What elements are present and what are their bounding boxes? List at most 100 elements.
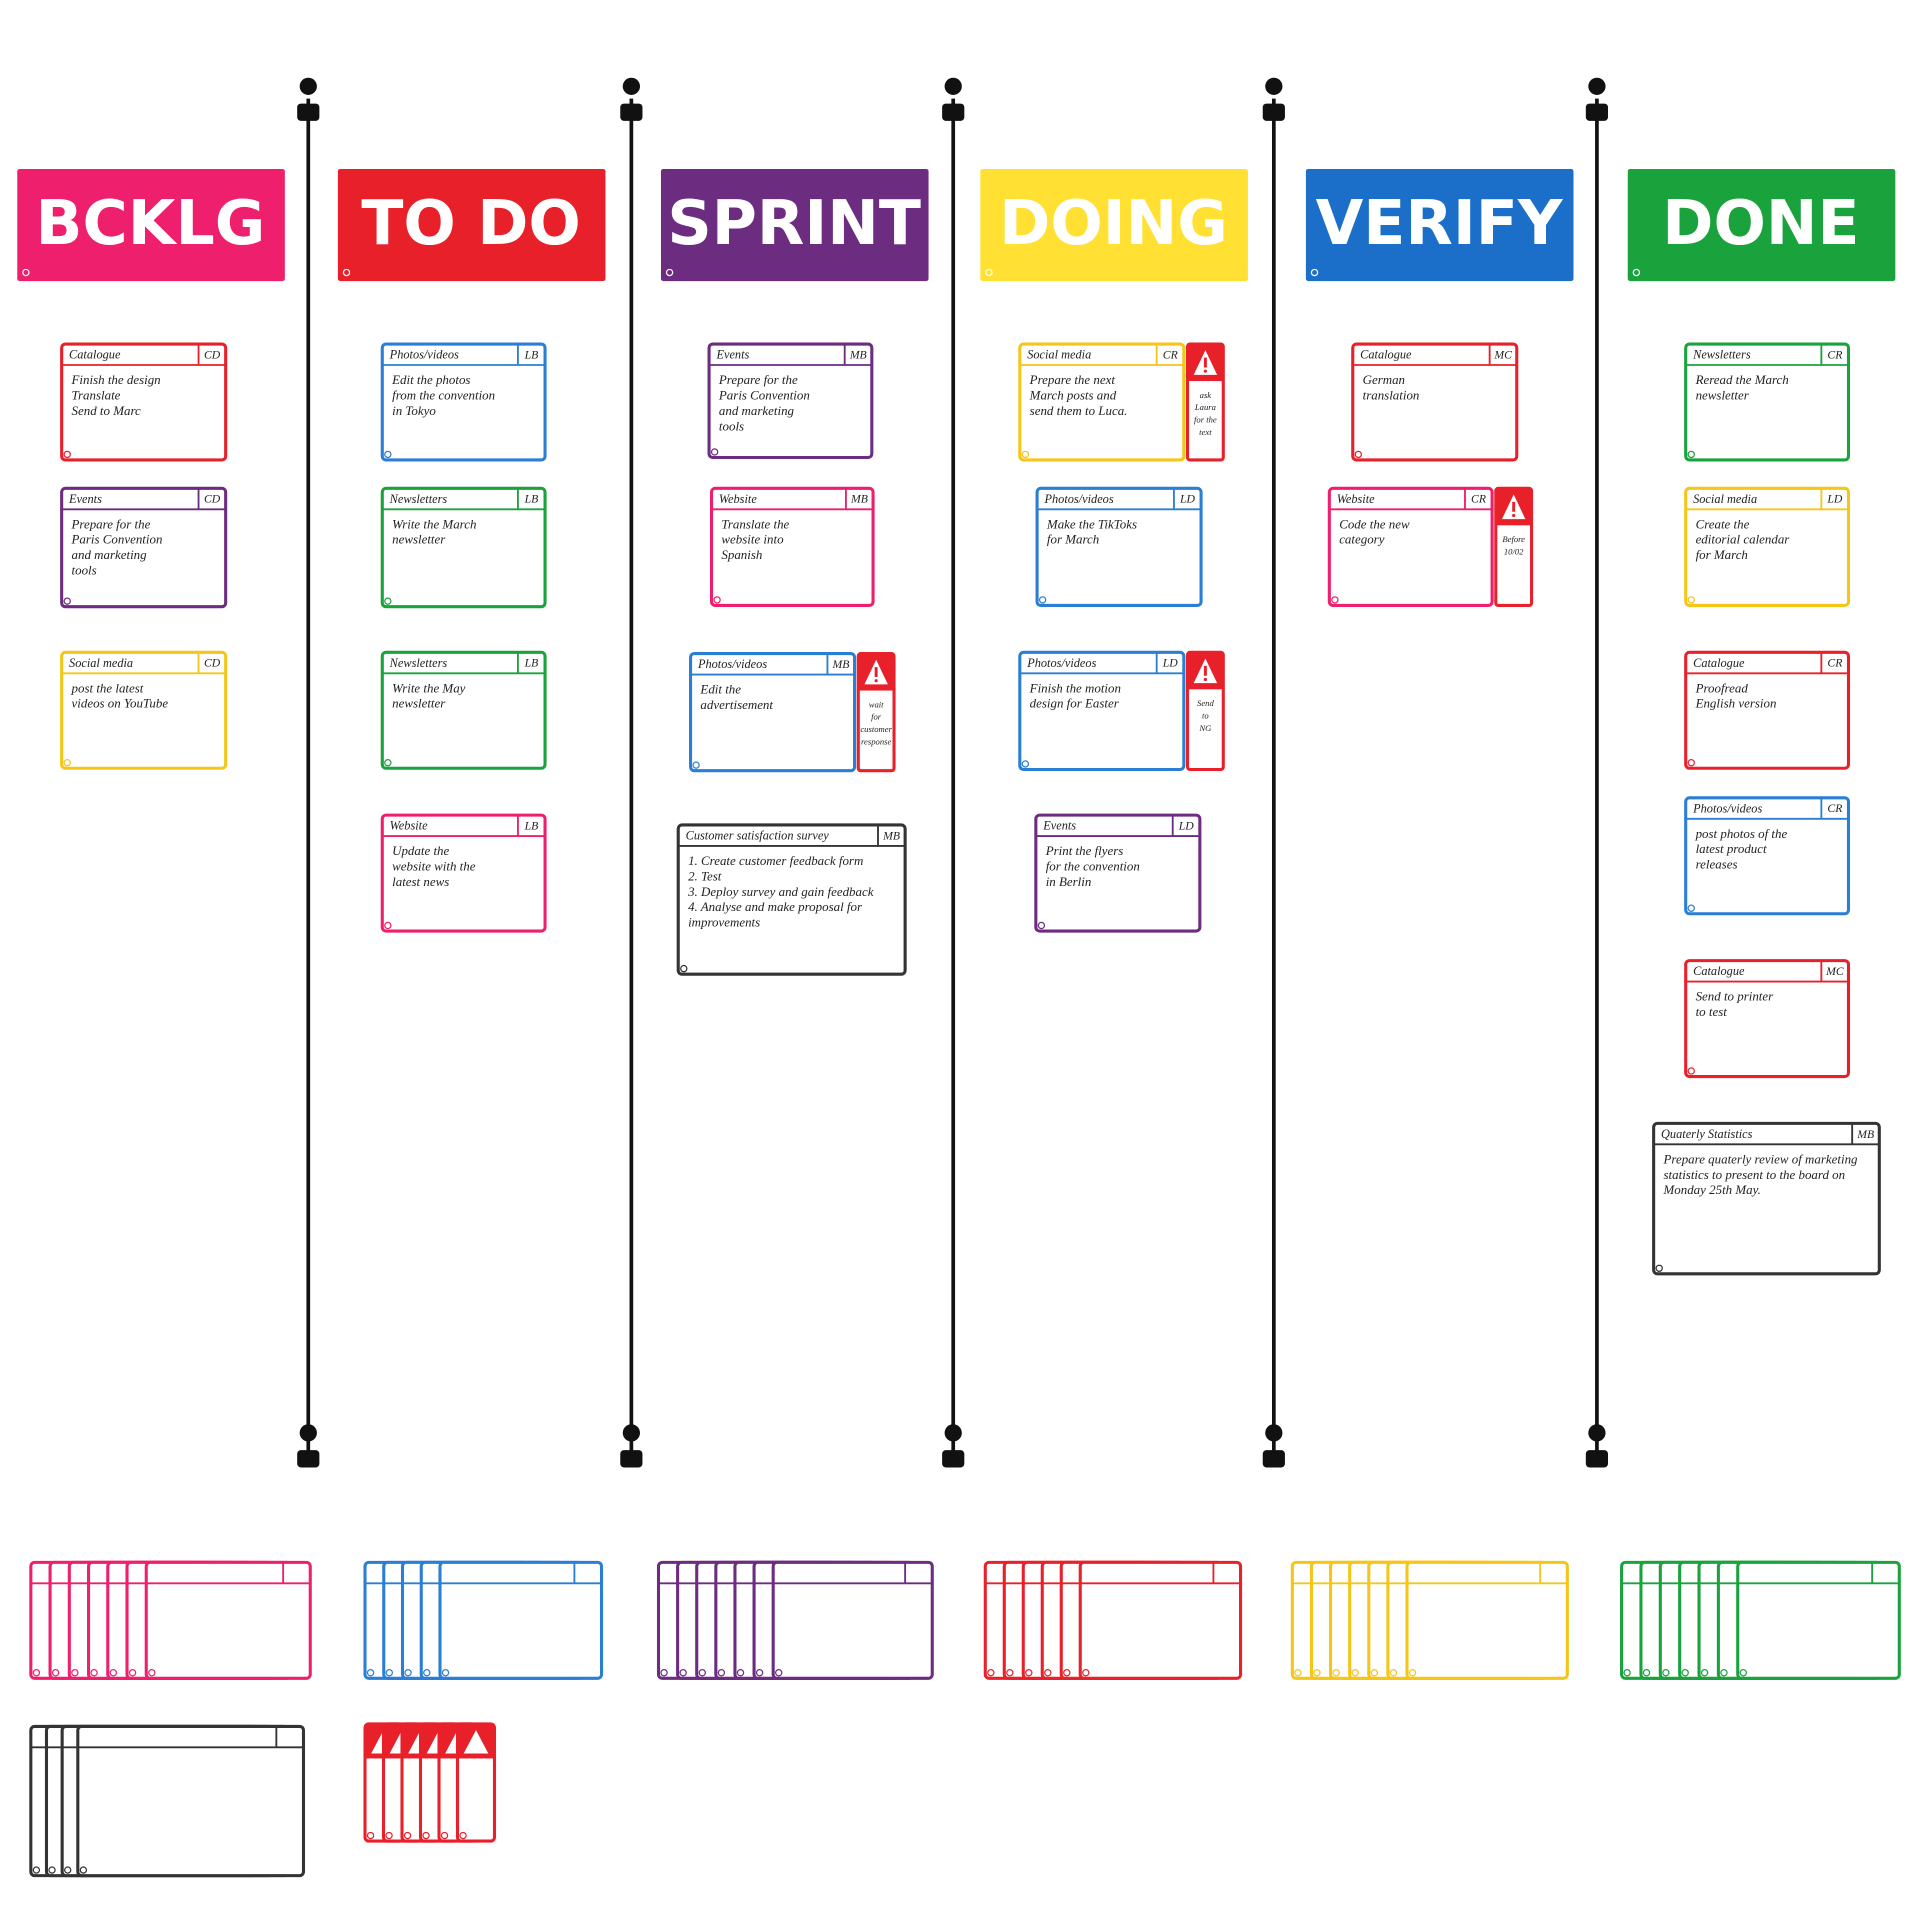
card-initials: MB — [882, 829, 900, 842]
card-logo — [1351, 1669, 1359, 1677]
card-text: Update the — [392, 843, 449, 858]
magnet-knob — [1265, 1424, 1283, 1442]
card-text: Prepare for the — [71, 516, 151, 531]
card-logo — [1313, 1669, 1321, 1677]
magnet-base — [942, 1450, 965, 1468]
card — [1035, 486, 1203, 608]
magnet-base — [297, 103, 320, 121]
card-logo — [1021, 760, 1030, 768]
alert-text: Before — [1502, 534, 1525, 544]
magnet-knob — [622, 77, 640, 95]
card-logo — [1700, 1669, 1709, 1677]
card-logo — [423, 1669, 431, 1677]
card-initials: LD — [1826, 493, 1843, 506]
alert-text: for — [871, 712, 882, 722]
magnet-knob — [1588, 77, 1606, 95]
card-category: Photos/videos — [1026, 656, 1096, 670]
card-text: Write the May — [392, 680, 466, 695]
card-logo — [1687, 758, 1695, 767]
card-logo — [32, 1866, 41, 1874]
magnet-base — [1262, 1450, 1285, 1468]
alert-icon — [463, 1730, 489, 1754]
card-logo — [1720, 1669, 1728, 1677]
magnet-knob — [944, 77, 962, 95]
card-logo — [1687, 904, 1695, 912]
magnet-knob — [944, 1424, 962, 1442]
column-header — [980, 168, 1248, 282]
header-logo — [22, 268, 30, 277]
spare-card — [1405, 1560, 1569, 1680]
magnet-base — [620, 103, 643, 121]
alert-icon — [874, 667, 878, 677]
alert-icon — [874, 679, 878, 683]
card-initials: MC — [1825, 965, 1844, 978]
card-logo — [1623, 1669, 1631, 1677]
card-category: Website — [1337, 492, 1375, 506]
card-logo — [366, 1669, 375, 1677]
card-category: Social media — [1693, 492, 1757, 506]
card-initials: MC — [1493, 348, 1512, 361]
card-logo — [63, 758, 71, 767]
card-category: Photos/videos — [389, 348, 459, 362]
card-category: Photos/videos — [697, 657, 767, 671]
card-initials: CR — [1827, 802, 1842, 815]
card-logo — [660, 1669, 668, 1677]
card — [380, 486, 547, 609]
card-text: Finish the motion — [1029, 680, 1121, 695]
card-initials: CD — [204, 657, 221, 670]
card-text: category — [1339, 532, 1385, 547]
alert-text: customer — [860, 724, 892, 734]
card-text: newsletter — [392, 696, 446, 711]
card-category: Catalogue — [1693, 964, 1745, 978]
alert-text: 10/02 — [1504, 546, 1524, 556]
card-text: Finish the design — [71, 372, 161, 387]
card-logo — [1389, 1669, 1398, 1677]
card-logo — [1063, 1669, 1071, 1677]
card-text: for the convention — [1046, 858, 1140, 873]
card-logo — [1332, 1669, 1340, 1677]
card — [1684, 650, 1851, 770]
column-header — [17, 168, 285, 282]
card-text: Edit the — [699, 682, 741, 697]
card — [689, 652, 857, 773]
card-text: send them to Luca. — [1030, 403, 1128, 418]
column-header — [1627, 168, 1896, 282]
card-logo — [713, 596, 721, 604]
card-text: Create the — [1696, 516, 1750, 531]
card-logo — [1739, 1669, 1747, 1677]
card-logo — [1038, 596, 1047, 604]
card-category: Catalogue — [1360, 348, 1412, 362]
card-text: post the latest — [71, 680, 144, 695]
card-category: Events — [68, 492, 102, 506]
header-logo — [1310, 268, 1319, 277]
card — [676, 823, 907, 976]
spare-card — [771, 1560, 934, 1680]
card-logo — [1006, 1669, 1014, 1677]
card-logo — [1408, 1669, 1417, 1677]
card — [709, 486, 875, 608]
alert-text: text — [1199, 427, 1212, 437]
column-header — [660, 168, 929, 282]
card-logo — [385, 1831, 393, 1840]
card-logo — [1331, 596, 1339, 604]
card-logo — [79, 1866, 88, 1874]
magnet-base — [1262, 103, 1285, 121]
alert-text: response — [861, 736, 892, 746]
card-initials: LB — [524, 493, 539, 506]
card-logo — [384, 450, 392, 459]
card-logo — [422, 1831, 430, 1840]
column-header — [337, 168, 606, 282]
card-text: in Berlin — [1046, 874, 1092, 889]
card-initials: CR — [1471, 493, 1486, 506]
card-text: English version — [1695, 696, 1777, 711]
header-logo — [1632, 268, 1641, 277]
card-category: Social media — [1027, 348, 1091, 362]
card-text: 2. Test — [688, 868, 722, 883]
card-text: Code the new — [1339, 516, 1410, 531]
card-initials: LD — [1162, 657, 1179, 670]
card-text: Print the flyers — [1045, 843, 1124, 858]
magnet-base — [297, 1450, 320, 1468]
card-text: Spanish — [721, 547, 762, 562]
